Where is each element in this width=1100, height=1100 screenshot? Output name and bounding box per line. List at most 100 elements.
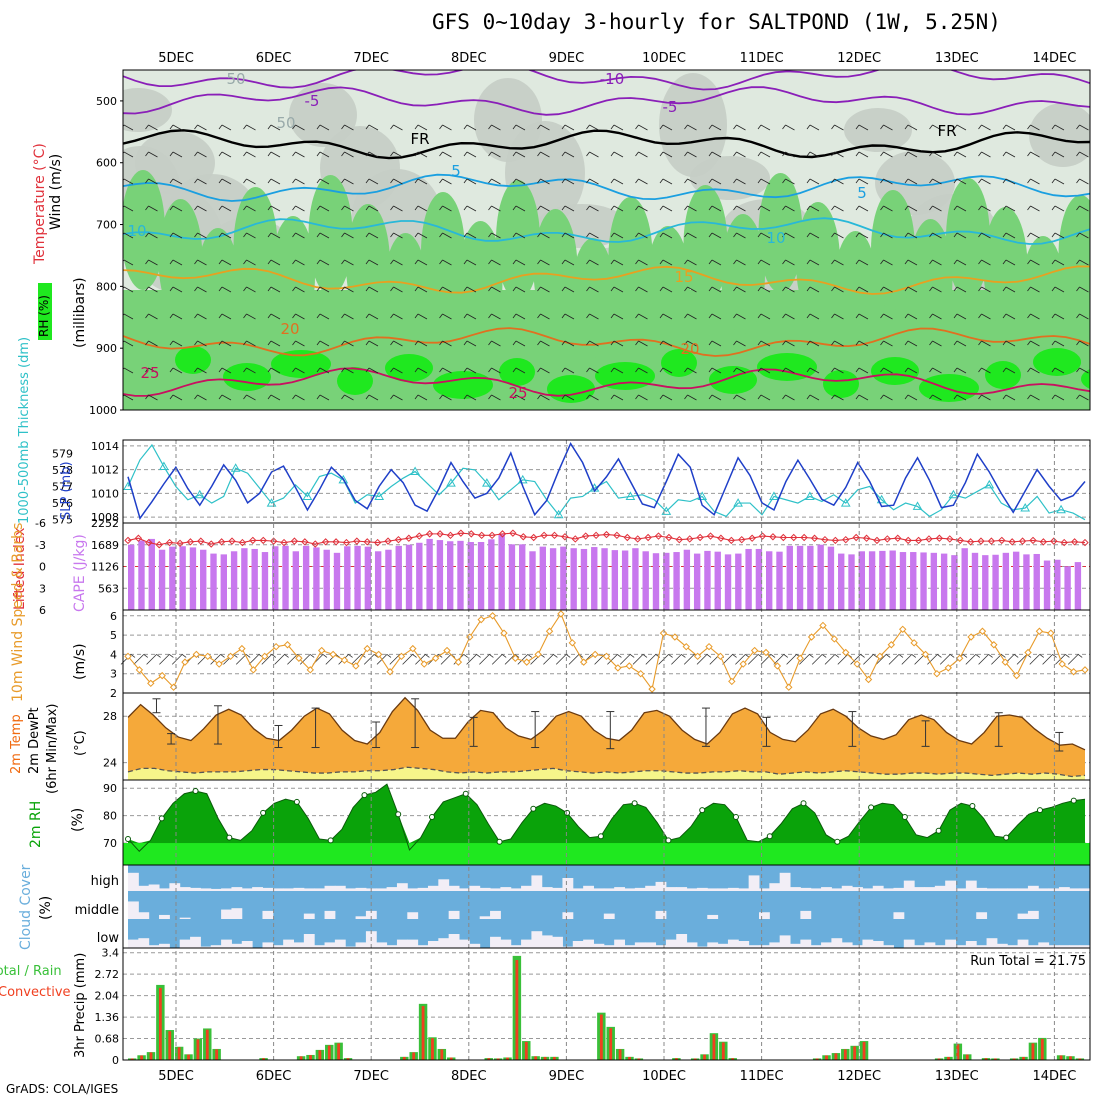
surface-wind-barb [888, 654, 904, 665]
wind-barb [1051, 394, 1065, 401]
cloud-cell [179, 939, 191, 948]
wind-barb [537, 205, 550, 212]
wind-speed-point [192, 650, 201, 659]
wind-barb [659, 124, 673, 131]
wind-barb [1051, 178, 1065, 185]
wind-barb [488, 178, 501, 185]
wind-barb [390, 259, 403, 266]
lifted-axis-label: Lifted Index [12, 528, 28, 610]
cape-bar [992, 554, 999, 610]
precip-convective-bar [609, 1028, 613, 1060]
precip-axis-label: 3hr Precip (mm) [73, 953, 88, 1058]
wind-barb [365, 178, 379, 185]
date-label-bottom: 8DEC [451, 1069, 487, 1084]
wind-speed-point [944, 664, 952, 672]
cloud-cell [603, 945, 615, 948]
wind-barb [806, 232, 820, 239]
cape-bar [961, 548, 968, 610]
rh-bright-region [1033, 348, 1081, 376]
precip-convective-bar [984, 1058, 988, 1060]
cloud-cell [469, 885, 481, 891]
rh-point [699, 807, 706, 814]
wind-speed-point [1069, 668, 1078, 676]
cape-bar [323, 549, 330, 610]
lifted-point [686, 535, 694, 543]
wind-barb [512, 394, 526, 401]
wind-barb [267, 124, 281, 131]
rh-point [496, 838, 503, 845]
cloud-cell [169, 883, 181, 891]
cloud-cell [417, 887, 429, 891]
wind-barb [831, 340, 844, 347]
lifted-tick-label: -3 [35, 539, 46, 552]
slp-tick-label: 1010 [91, 487, 119, 500]
thickness-point [769, 491, 779, 500]
surface-wind-barb [146, 654, 161, 665]
wind-barb [733, 259, 746, 266]
cloud-cell [396, 939, 408, 948]
precip-convective-bar [599, 1014, 603, 1060]
wind-barb [635, 367, 648, 374]
wind-barb [929, 178, 942, 185]
precip-convective-bar [262, 1058, 265, 1060]
cloud-cell [417, 945, 429, 948]
cloud-cell [303, 934, 315, 948]
lifted-point [134, 534, 143, 542]
wind-barb [561, 178, 575, 185]
cloud-cell [324, 910, 336, 919]
rh-green-plume [346, 204, 390, 324]
lifted-point [665, 533, 673, 542]
wind-barb [218, 178, 232, 185]
wind-barb [341, 178, 354, 185]
wind-barb [1051, 232, 1065, 239]
surface-wind-barb [632, 654, 648, 665]
wind-barb [586, 124, 599, 131]
wind-barb [145, 205, 158, 212]
wind-barb [880, 394, 893, 401]
wind-barb [1051, 124, 1065, 131]
cape-tick-label: 1689 [91, 539, 119, 552]
rh-point [969, 803, 976, 810]
wind-barb [757, 151, 771, 158]
surface-wind-barb [811, 654, 827, 665]
wind-barb [512, 259, 526, 266]
wind-barb [512, 232, 526, 239]
pressure-tick-label: 600 [96, 157, 117, 170]
wind-barb [316, 367, 330, 374]
wind-barb [880, 178, 893, 185]
precip-convective-bar [965, 1054, 969, 1060]
wind-barb [488, 340, 501, 347]
wind-barb [904, 340, 918, 347]
lifted-point [769, 533, 777, 541]
surface-wind-barb [927, 654, 942, 665]
wind-barb [488, 313, 501, 320]
lifted-point [477, 531, 486, 540]
wind-speed-point [693, 652, 702, 661]
cloud-cell [758, 888, 770, 891]
wind-barb [414, 340, 428, 347]
cloud-cell [738, 888, 750, 891]
cloud-cell [324, 885, 336, 891]
lifted-point [842, 535, 850, 544]
wind-barb [831, 367, 844, 374]
wind-barb [537, 178, 550, 185]
wind-speed-point [842, 648, 850, 657]
cloud-cell [407, 939, 419, 948]
rh-point [158, 815, 165, 822]
wind-barb [243, 205, 256, 212]
cloud-cell [769, 883, 781, 891]
wind-barb [1027, 367, 1040, 374]
wind-barb [439, 286, 452, 293]
isotherm-line [123, 265, 1090, 295]
wind-barb [757, 313, 771, 320]
cape-bar [930, 552, 938, 610]
cape-bar [251, 548, 258, 610]
wind-barb [218, 313, 232, 320]
rh-green-plume [571, 238, 615, 358]
wind-barb [169, 205, 183, 212]
wind-barb [145, 151, 158, 158]
wind-barb [267, 340, 281, 347]
wind-barb [439, 313, 452, 320]
wind-barb [806, 259, 820, 266]
wind-barb [978, 286, 991, 293]
